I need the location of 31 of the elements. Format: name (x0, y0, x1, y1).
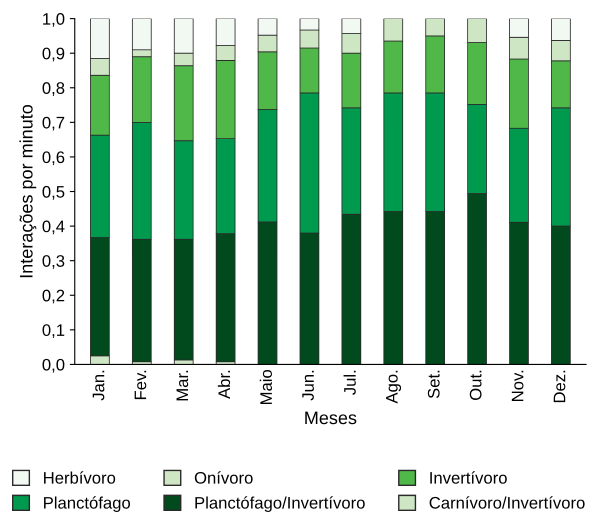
x-tick-label: Abr. (218, 370, 230, 399)
y-tick-label: 0,7 (42, 116, 64, 131)
y-tick-label: 0,0 (42, 358, 64, 373)
x-axis-title: Meses (305, 412, 356, 424)
x-tick-label: Nov. (512, 370, 524, 401)
x-tick-label: Dez. (554, 370, 566, 402)
legend-label: Invertívoro (430, 471, 507, 484)
y-tick-label: 0,9 (42, 48, 64, 62)
y-tick-label: 0,5 (42, 186, 64, 200)
legend-label: Carnívoro/Invertívoro (430, 496, 585, 509)
y-tick-label: 0,2 (42, 290, 64, 304)
y-tick-label: 0,1 (42, 324, 64, 338)
x-tick-label: Maio (260, 370, 272, 404)
y-tick-label: 0,4 (42, 220, 65, 234)
x-tick-label: Jan. (92, 370, 104, 401)
x-tick-label: Fev. (134, 370, 146, 400)
legend-label: Herbívoro (44, 471, 116, 484)
y-tick-label: 0,6 (42, 151, 64, 166)
y-axis-title: Interações por minuto (19, 104, 36, 278)
x-tick-label: Mar. (176, 370, 188, 400)
legend-label: Planctófago (44, 496, 130, 512)
x-tick-label: Ago. (386, 370, 402, 404)
y-tick-label: 1,0 (43, 13, 64, 27)
x-tick-label: Set. (428, 370, 440, 398)
x-tick-label: Out. (470, 370, 482, 400)
legend-label: Planctófago/Invertívoro (195, 496, 365, 512)
y-tick-label: 0,3 (42, 255, 64, 269)
legend-label: Onívoro (194, 471, 253, 484)
y-tick-label: 0,8 (42, 82, 64, 96)
x-tick-label: Jun. (302, 370, 314, 401)
x-tick-label: Jul. (344, 370, 356, 395)
